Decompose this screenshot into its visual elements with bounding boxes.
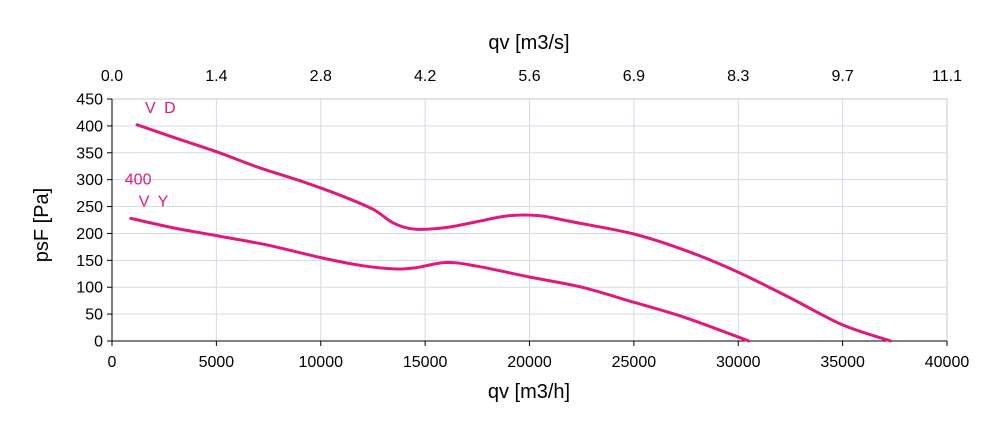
series-line-vd (135, 123, 893, 343)
x2-tick-label: 11.1 (932, 68, 962, 85)
x-tick-label: 25000 (612, 354, 657, 371)
x2-tick-label: 4.2 (414, 68, 436, 85)
y-axis-title: psF [Pa] (31, 188, 53, 262)
x-axis-title: qv [m3/h] (488, 381, 570, 403)
y-tick-label: 200 (76, 226, 103, 243)
x2-tick-label: 0.0 (101, 68, 123, 85)
annotation-label: 400 (125, 171, 152, 188)
y-tick-label: 250 (76, 199, 103, 216)
y-tick-label: 0 (94, 334, 103, 351)
x2-tick-label: 9.7 (832, 68, 854, 85)
x-tick-label: 30000 (716, 354, 761, 371)
x2-tick-label: 8.3 (727, 68, 749, 85)
x-tick-label: 0 (108, 354, 117, 371)
x-tick-label: 5000 (199, 354, 235, 371)
grid-lines (111, 99, 947, 342)
x-tick-label: 35000 (820, 354, 865, 371)
y-tick-label: 100 (76, 280, 103, 297)
curve-labels: V D V Y 400 (125, 100, 178, 211)
y-tick-label: 400 (76, 118, 103, 135)
x2-tick-label: 1.4 (205, 68, 227, 85)
x2-axis-ticks: 0.0 1.4 2.8 4.2 5.6 6.9 8.3 9.7 11.1 (101, 68, 962, 85)
x2-tick-label: 5.6 (518, 68, 540, 85)
x-tick-label: 20000 (507, 354, 552, 371)
y-tick-label: 450 (76, 92, 103, 109)
x-tick-label: 40000 (925, 354, 970, 371)
series-label: V Y (139, 193, 171, 210)
y-tick-label: 50 (85, 307, 103, 324)
series-label: V D (145, 100, 178, 117)
x-tick-label: 15000 (403, 354, 448, 371)
x-axis-ticks: 0 5000 10000 15000 20000 25000 30000 35000 40000 (108, 341, 970, 371)
series-line-vy (129, 216, 751, 343)
x2-tick-label: 2.8 (310, 68, 332, 85)
x-tick-label: 10000 (299, 354, 344, 371)
y-tick-label: 150 (76, 253, 103, 270)
x2-axis-title: qv [m3/s] (488, 32, 569, 54)
y-tick-label: 300 (76, 172, 103, 189)
y-axis-ticks: 0 50 100 150 200 250 300 350 400 450 (76, 92, 112, 351)
x2-tick-label: 6.9 (623, 68, 645, 85)
series-lines (129, 123, 893, 343)
y-tick-label: 350 (76, 145, 103, 162)
